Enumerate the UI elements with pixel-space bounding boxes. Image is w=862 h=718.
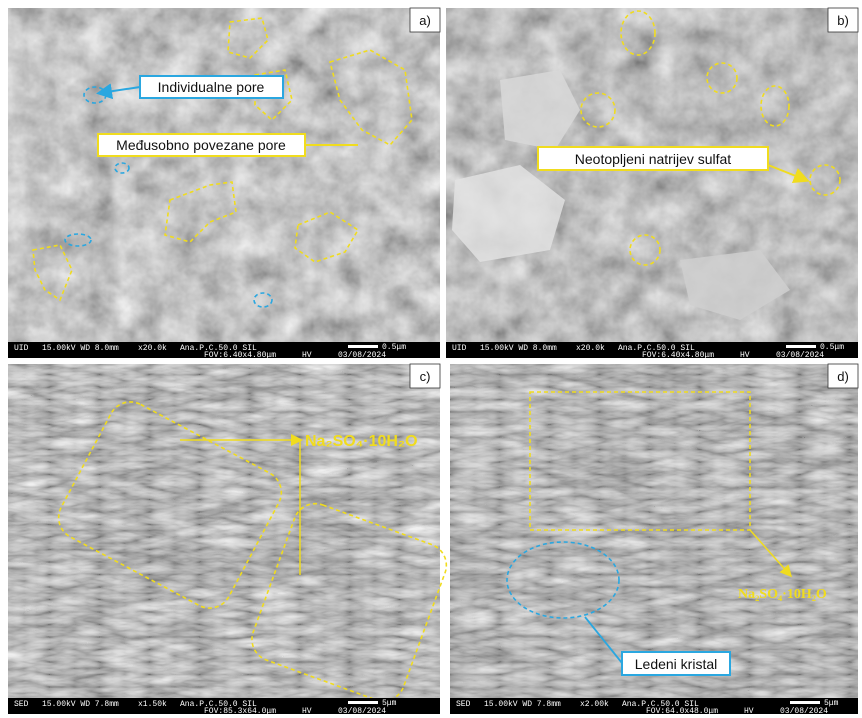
annotation: Međusobno povezane pore — [116, 137, 286, 153]
info-hv: HV — [302, 707, 312, 716]
info-hv: HV — [744, 707, 754, 716]
crystal — [680, 250, 790, 320]
info-bar — [446, 342, 858, 358]
info-hv: HV — [740, 351, 750, 360]
region-outline — [529, 391, 751, 531]
info-scale: 5μm — [824, 699, 839, 708]
particle-outlines — [580, 10, 841, 266]
panel-label: d) — [837, 369, 849, 384]
info-scale: 0.5μm — [382, 343, 406, 352]
info-hv: HV — [302, 351, 312, 360]
info-name: Ana.P.C.50.0 SIL — [622, 700, 699, 709]
region-outline — [57, 401, 283, 609]
crystal — [500, 70, 580, 150]
annotation-box — [139, 75, 284, 99]
annotation: Neotopljeni natrijev sulfat — [575, 151, 732, 167]
panel-label: b) — [837, 13, 849, 28]
crystal — [452, 165, 565, 262]
panel: Individualne pore Međusobno povezane por… — [8, 8, 440, 358]
scale-bar — [348, 701, 378, 704]
region-outline — [251, 502, 448, 702]
info-fov: FOV:85.3x64.0μm — [204, 707, 276, 716]
info-params: 15.00kV WD 7.8mm — [484, 700, 561, 709]
panel-label: a) — [419, 13, 431, 28]
info-date: 03/08/2024 — [776, 351, 824, 360]
arrow — [749, 529, 792, 578]
info-scale: 0.5μm — [820, 343, 844, 352]
panel: Neotopljeni natrijev sulfat — [446, 8, 858, 358]
info-fov: FOV:6.40x4.80μm — [642, 351, 714, 360]
arrow — [96, 83, 141, 100]
info-mag: x1.50k — [138, 700, 167, 709]
panel-label: c) — [420, 369, 431, 384]
info-bar — [450, 698, 858, 714]
info-mag: x20.0k — [576, 344, 605, 353]
info-mode: UID — [452, 344, 467, 353]
sem-texture — [8, 364, 440, 714]
info-fov: FOV:64.0x48.0μm — [646, 707, 718, 716]
info-name: Ana.P.C.50.0 SIL — [180, 700, 257, 709]
scale-bar — [348, 345, 378, 348]
annotation: Individualne pore — [158, 79, 265, 95]
info-params: 15.00kV WD 8.0mm — [42, 344, 119, 353]
info-name: Ana.P.C.50.0 SIL — [618, 344, 695, 353]
annotation: Na₂SO₄·10H₂O — [305, 433, 418, 450]
panel-label-box — [827, 363, 859, 389]
info-params: 15.00kV WD 8.0mm — [480, 344, 557, 353]
scale-bar — [786, 345, 816, 348]
info-mag: x2.00k — [580, 700, 609, 709]
info-mode: SED — [456, 700, 471, 709]
scale-bar — [790, 701, 820, 704]
info-mode: SED — [14, 700, 29, 709]
arrow — [767, 164, 810, 184]
info-fov: FOV:6.40x4.80μm — [204, 351, 276, 360]
annotation: Na₂SO₄·10H₂O — [738, 587, 827, 602]
panel-label-box — [409, 363, 441, 389]
annotation: Ledeni kristal — [635, 656, 718, 672]
annotation-box — [97, 133, 306, 157]
panel-label-box — [827, 7, 859, 33]
panel: Na₂SO₄·10H₂O — [8, 364, 448, 714]
info-name: Ana.P.C.50.0 SIL — [180, 344, 257, 353]
info-bar — [8, 342, 440, 358]
info-mag: x20.0k — [138, 344, 167, 353]
panel: Na₂SO₄·10H₂O Ledeni kristal — [450, 364, 858, 714]
info-params: 15.00kV WD 7.8mm — [42, 700, 119, 709]
info-date: 03/08/2024 — [338, 351, 386, 360]
annotation-box — [537, 146, 769, 171]
info-mode: UID — [14, 344, 29, 353]
info-scale: 5μm — [382, 699, 397, 708]
panel-label-box — [409, 7, 441, 33]
info-date: 03/08/2024 — [338, 707, 386, 716]
region-outline — [506, 541, 620, 619]
arrow — [584, 616, 623, 664]
annotation-box — [621, 651, 731, 676]
info-bar — [8, 698, 440, 714]
info-date: 03/08/2024 — [780, 707, 828, 716]
